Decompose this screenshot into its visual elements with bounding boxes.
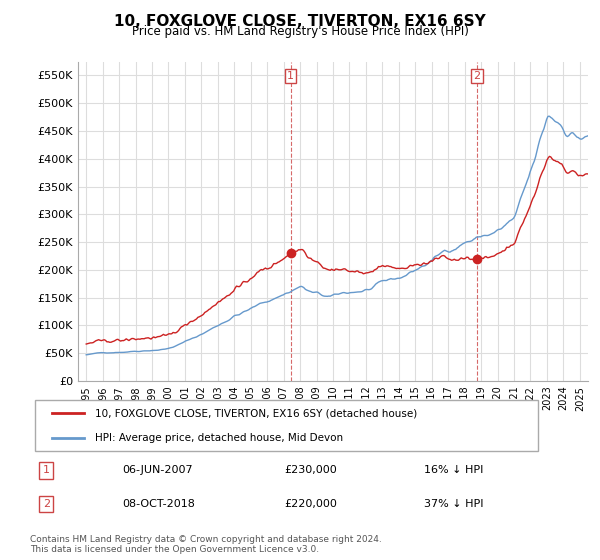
Text: 2: 2 — [473, 71, 481, 81]
Text: £220,000: £220,000 — [284, 499, 337, 509]
Text: 37% ↓ HPI: 37% ↓ HPI — [424, 499, 484, 509]
Text: Price paid vs. HM Land Registry's House Price Index (HPI): Price paid vs. HM Land Registry's House … — [131, 25, 469, 38]
Text: 2: 2 — [43, 499, 50, 509]
FancyBboxPatch shape — [35, 400, 538, 451]
Text: 1: 1 — [287, 71, 294, 81]
Text: 10, FOXGLOVE CLOSE, TIVERTON, EX16 6SY (detached house): 10, FOXGLOVE CLOSE, TIVERTON, EX16 6SY (… — [95, 408, 417, 418]
Text: 08-OCT-2018: 08-OCT-2018 — [122, 499, 194, 509]
Text: Contains HM Land Registry data © Crown copyright and database right 2024.
This d: Contains HM Land Registry data © Crown c… — [30, 535, 382, 554]
Text: 16% ↓ HPI: 16% ↓ HPI — [424, 465, 484, 475]
Text: 06-JUN-2007: 06-JUN-2007 — [122, 465, 193, 475]
Text: £230,000: £230,000 — [284, 465, 337, 475]
Text: 1: 1 — [43, 465, 50, 475]
Text: 10, FOXGLOVE CLOSE, TIVERTON, EX16 6SY: 10, FOXGLOVE CLOSE, TIVERTON, EX16 6SY — [114, 14, 486, 29]
Text: HPI: Average price, detached house, Mid Devon: HPI: Average price, detached house, Mid … — [95, 433, 343, 443]
